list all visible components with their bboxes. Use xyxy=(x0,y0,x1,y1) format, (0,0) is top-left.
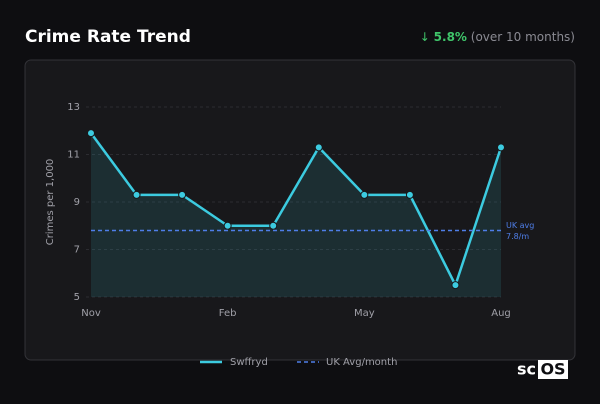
logo-boxed: OS xyxy=(540,360,565,379)
reference-label: UK avg xyxy=(506,221,534,230)
y-axis-title: Crimes per 1,000 xyxy=(45,159,56,246)
line xyxy=(89,132,503,287)
point xyxy=(405,190,414,199)
y-tick-label: 13 xyxy=(67,102,80,113)
x-tick-label: Nov xyxy=(81,308,101,319)
point xyxy=(360,190,369,199)
x-tick-label: May xyxy=(354,308,375,319)
reference-value-label: 7.8/m xyxy=(506,232,529,241)
point xyxy=(178,190,187,199)
y-tick-label: 9 xyxy=(74,197,80,208)
point xyxy=(497,143,505,152)
logo-box xyxy=(538,360,568,379)
x-tick-label: Aug xyxy=(491,308,511,319)
title: Crime Rate Trend xyxy=(25,27,191,47)
point xyxy=(87,129,95,138)
area xyxy=(91,133,501,297)
y-tick-label: 5 xyxy=(74,292,80,303)
change-value: 5.8% xyxy=(434,30,467,44)
point xyxy=(223,221,232,230)
x-tick-label: Feb xyxy=(219,308,237,319)
plot: 5 7 9 11 13 Nov Feb May Aug UK avg 7.8/m xyxy=(67,102,534,319)
point xyxy=(314,143,323,152)
y-tick-label: 11 xyxy=(67,150,80,161)
legend: Swffryd UK Avg/month xyxy=(200,357,397,368)
change: ↓ 5.8% (over 10 months) xyxy=(420,30,575,44)
point xyxy=(451,281,460,290)
legend-label: Swffryd xyxy=(230,357,268,368)
card xyxy=(24,59,576,361)
change-arrow: ↓ xyxy=(420,30,430,44)
point xyxy=(132,190,141,199)
point xyxy=(269,221,278,230)
logo-prefix: sc xyxy=(517,360,536,379)
change-note: (over 10 months) xyxy=(471,30,575,44)
legend-label: UK Avg/month xyxy=(326,357,397,368)
y-tick-label: 7 xyxy=(74,245,80,256)
